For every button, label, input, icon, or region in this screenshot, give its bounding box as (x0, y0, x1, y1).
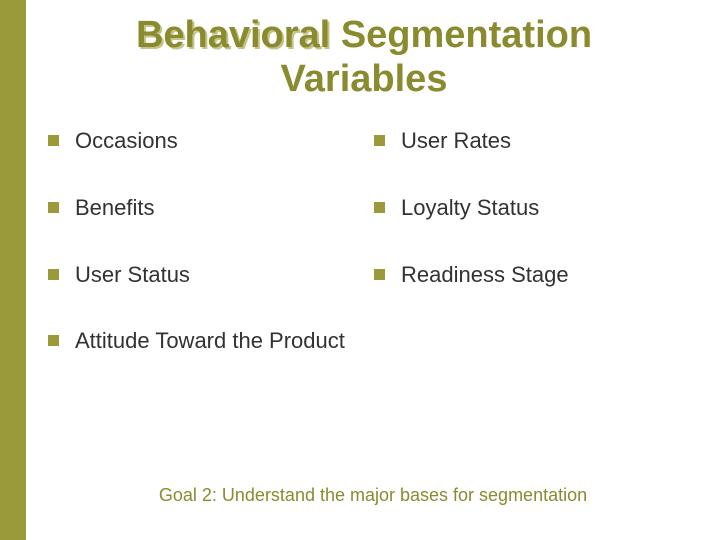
square-bullet-icon (374, 135, 385, 146)
square-bullet-icon (48, 335, 59, 346)
list-item: Readiness Stage (374, 261, 680, 290)
title-word-2: Segmentation (341, 14, 592, 56)
item-label: Benefits (75, 194, 155, 223)
item-label: Occasions (75, 127, 178, 156)
right-column: User Rates Loyalty Status Readiness Stag… (374, 127, 680, 393)
left-column: Occasions Benefits User Status Attitude … (48, 127, 354, 393)
item-label: User Status (75, 261, 190, 290)
footer-text: Goal 2: Understand the major bases for s… (26, 485, 720, 506)
title-word-3: Variables (281, 58, 448, 100)
square-bullet-icon (48, 269, 59, 280)
slide-content: Behavioral Segmentation Variables Occasi… (26, 0, 720, 540)
item-label: Attitude Toward the Product (75, 327, 345, 356)
item-label: Loyalty Status (401, 194, 539, 223)
list-item: Attitude Toward the Product (48, 327, 354, 356)
list-item: Occasions (48, 127, 354, 156)
item-label: User Rates (401, 127, 511, 156)
square-bullet-icon (374, 202, 385, 213)
item-label: Readiness Stage (401, 261, 569, 290)
square-bullet-icon (48, 135, 59, 146)
square-bullet-icon (374, 269, 385, 280)
list-item: Benefits (48, 194, 354, 223)
sidebar-accent (0, 0, 26, 540)
square-bullet-icon (48, 202, 59, 213)
list-item: Loyalty Status (374, 194, 680, 223)
title-word-1: Behavioral (136, 14, 330, 56)
slide-title: Behavioral Segmentation Variables (48, 14, 680, 101)
bullet-columns: Occasions Benefits User Status Attitude … (48, 127, 680, 393)
list-item: User Status (48, 261, 354, 290)
list-item: User Rates (374, 127, 680, 156)
